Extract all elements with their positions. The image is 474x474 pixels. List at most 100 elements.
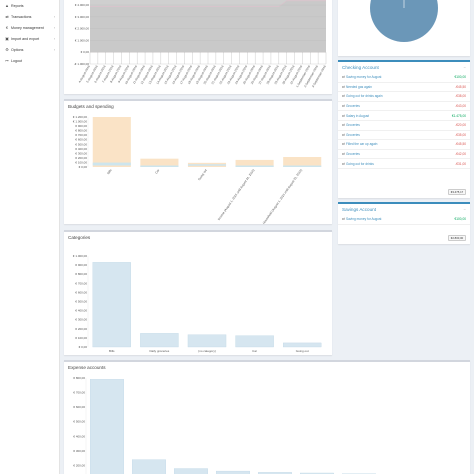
- checking-account-title[interactable]: Checking Account: [342, 65, 379, 70]
- line-chart-icon: ▲: [5, 2, 9, 8]
- y-tick-label: € 1.000,00: [73, 120, 88, 124]
- savings-balance-button[interactable]: €2.800,00: [448, 235, 466, 241]
- y-tick-label: € 200,00: [75, 327, 87, 331]
- transaction-description-link[interactable]: Groceries: [346, 123, 360, 128]
- y-tick-label: € 1.000,00: [75, 38, 90, 42]
- y-tick-label: € 800,00: [75, 272, 87, 276]
- budgets-chart: € 1.200,00€ 1.000,00€ 900,00€ 800,00€ 70…: [73, 115, 322, 225]
- bar: [235, 335, 274, 348]
- y-tick-label: € 300,00: [73, 449, 85, 453]
- sidebar-item-import-and-export[interactable]: ▣ Import and export ‹: [0, 33, 59, 44]
- transaction-row: ⇄ Saving money for August €100,00: [338, 215, 470, 225]
- sidebar-item-logout[interactable]: ↦ Logout: [0, 55, 59, 66]
- transaction-amount: €100,00: [454, 75, 466, 80]
- budgets-title: Budgets and spending: [68, 104, 114, 109]
- transaction-description-link[interactable]: Salary in August: [346, 113, 370, 118]
- y-tick-label: € 800,00: [73, 376, 85, 380]
- y-tick-label: € 0,00: [81, 50, 90, 54]
- y-tick-label: -€ 1.000,00: [74, 62, 90, 66]
- transaction-row: ⇄ Going out for drinks again -€38,00: [338, 92, 470, 102]
- x-tick-label: Bills: [106, 168, 113, 175]
- sidebar-item-label: Reports: [11, 3, 24, 8]
- transaction-row: ⇄ Groceries -€42,00: [338, 150, 470, 160]
- x-tick-label: Income (August 1, 2016 until August 31, …: [217, 168, 256, 221]
- x-tick-label: (no category): [198, 349, 216, 353]
- sidebar-item-label: Options: [11, 47, 24, 52]
- y-tick-label: € 1.000,00: [73, 254, 88, 258]
- transaction-description-link[interactable]: Groceries: [346, 132, 360, 137]
- transaction-row: ⇄ Groceries -€43,00: [338, 102, 470, 112]
- y-tick-label: € 0,00: [79, 345, 88, 349]
- y-tick-label: € 500,00: [73, 420, 85, 424]
- transaction-amount: -€45,50: [455, 142, 466, 147]
- archive-icon: ▣: [5, 35, 9, 41]
- savings-account-box: Savings Account − ⇄ Saving money for Augu…: [338, 202, 470, 244]
- sign-out-icon: ↦: [5, 57, 9, 63]
- collapse-icon[interactable]: −: [463, 207, 466, 212]
- y-tick-label: € 3.000,00: [75, 15, 90, 19]
- expense-accounts-box: Expense accounts € 800,00 € 700,00 € 600,0…: [64, 360, 470, 474]
- sidebar-item-label: Transactions: [11, 14, 32, 19]
- exchange-icon: ⇄: [5, 13, 9, 19]
- exchange-icon: ⇄: [342, 217, 345, 222]
- transaction-description-link[interactable]: Going out for drinks again: [346, 94, 383, 99]
- exchange-icon: ⇄: [342, 75, 345, 80]
- transaction-row: ⇄ Needed gas again -€45,50: [338, 83, 470, 93]
- transaction-row: ⇄ Groceries -€20,00: [338, 121, 470, 131]
- budget-bar: [283, 157, 322, 167]
- checking-account-box: Checking Account − ⇄ Saving money for Aug…: [338, 60, 470, 198]
- transaction-description-link[interactable]: Groceries: [346, 152, 360, 157]
- transfer-icon: ⇄: [342, 132, 345, 137]
- categories-title: Categories: [68, 235, 91, 240]
- chevron-left-icon: ‹: [53, 47, 55, 52]
- transaction-description-link[interactable]: Filled the car up again: [346, 142, 378, 147]
- transaction-amount: -€45,50: [455, 84, 466, 89]
- expense-accounts-title: Expense accounts: [68, 365, 106, 370]
- x-tick-label: Car: [154, 168, 160, 174]
- collapse-icon[interactable]: −: [463, 65, 466, 70]
- x-tick-label: Going out: [296, 349, 309, 353]
- bar: [90, 379, 124, 474]
- transfer-icon: ⇄: [342, 84, 345, 89]
- y-tick-label: € 700,00: [75, 281, 87, 285]
- transaction-description-link[interactable]: Saving money for August: [346, 217, 382, 222]
- transaction-description-link[interactable]: Groceries: [346, 104, 360, 109]
- y-tick-label: € 400,00: [75, 309, 87, 313]
- sidebar-item-reports[interactable]: ▲ Reports: [0, 0, 59, 11]
- budget-bar: [235, 159, 274, 167]
- y-tick-label: € 300,00: [75, 318, 87, 322]
- y-tick-label: € 0,00: [79, 165, 88, 169]
- bar: [132, 459, 166, 474]
- transaction-description-link[interactable]: Saving money for August: [346, 75, 382, 80]
- bar: [174, 468, 208, 474]
- gear-icon: ⚙: [5, 46, 9, 52]
- transaction-description-link[interactable]: Needed gas again: [346, 84, 372, 89]
- spent-bar: [140, 165, 179, 167]
- chevron-left-icon: ‹: [53, 36, 55, 41]
- transaction-amount: -€42,00: [455, 152, 466, 157]
- transaction-amount: -€43,00: [455, 104, 466, 109]
- transaction-description-link[interactable]: Going out for drinks: [346, 161, 374, 166]
- transaction-row: ⇄ Groceries -€35,00: [338, 131, 470, 141]
- y-tick-label: € 100,00: [75, 336, 87, 340]
- bar: [300, 472, 334, 474]
- savings-account-title[interactable]: Savings Account: [342, 207, 376, 212]
- budget-bar: [92, 117, 131, 167]
- y-tick-label: € 4.000,00: [75, 3, 90, 7]
- transfer-icon: ⇄: [342, 104, 345, 109]
- expense-accounts-chart: € 800,00 € 700,00 € 600,00 € 500,00 € 400,00…: [73, 376, 376, 474]
- sidebar-item-transactions[interactable]: ⇄ Transactions ‹: [0, 11, 59, 22]
- sidebar-item-money-management[interactable]: € Money management ‹: [0, 22, 59, 33]
- sidebar-item-options[interactable]: ⚙ Options ‹: [0, 44, 59, 55]
- categories-box: Categories € 1.000,00 € 900,00 € 800,00 € 7…: [64, 230, 332, 355]
- spent-bar: [235, 165, 274, 167]
- checking-balance-button[interactable]: €3.475,17: [448, 189, 466, 195]
- y-tick-label: € 700,00: [75, 133, 87, 137]
- transaction-amount: -€31,00: [455, 161, 466, 166]
- x-tick-label: Household (August 1, 2016 until August 3…: [262, 168, 303, 225]
- y-tick-label: € 600,00: [73, 405, 85, 409]
- balance-chart-box: € 4.000,00 € 3.000,00 € 2.000,00 € 1.000,00…: [64, 0, 332, 94]
- balance-chart: € 4.000,00 € 3.000,00 € 2.000,00 € 1.000,00…: [74, 0, 327, 88]
- y-tick-label: € 900,00: [75, 124, 87, 128]
- pie-chart-box: [338, 0, 470, 56]
